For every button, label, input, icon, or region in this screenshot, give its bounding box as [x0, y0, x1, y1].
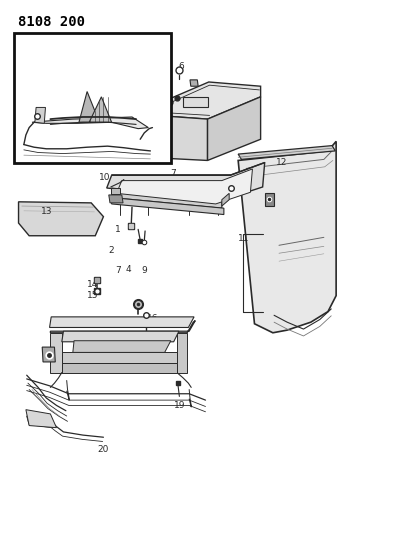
Polygon shape	[112, 198, 224, 215]
Text: 8: 8	[267, 197, 273, 206]
Text: 18: 18	[48, 349, 60, 358]
Polygon shape	[265, 193, 274, 206]
Text: 10: 10	[92, 101, 103, 110]
Polygon shape	[50, 317, 194, 327]
Polygon shape	[62, 363, 177, 373]
Polygon shape	[35, 108, 46, 123]
Text: 6: 6	[37, 105, 43, 114]
Polygon shape	[156, 115, 208, 160]
Polygon shape	[62, 331, 179, 342]
Polygon shape	[112, 188, 222, 208]
Bar	[14, 33, 171, 163]
Text: 16: 16	[147, 314, 158, 323]
Polygon shape	[177, 333, 187, 373]
Polygon shape	[222, 193, 229, 206]
Text: 20: 20	[98, 445, 109, 454]
Polygon shape	[26, 410, 56, 427]
Text: 7: 7	[115, 266, 120, 274]
Polygon shape	[62, 352, 177, 363]
Polygon shape	[109, 195, 123, 203]
Polygon shape	[79, 92, 99, 122]
Text: 8108 200: 8108 200	[18, 14, 85, 29]
Text: 12: 12	[276, 158, 287, 167]
Polygon shape	[111, 188, 120, 195]
Text: 6: 6	[178, 62, 184, 70]
Polygon shape	[190, 80, 198, 86]
Polygon shape	[89, 97, 112, 122]
Text: 10: 10	[99, 173, 110, 182]
Text: 7: 7	[170, 168, 176, 177]
Text: 1: 1	[115, 225, 120, 234]
Text: 9: 9	[141, 266, 147, 274]
Polygon shape	[32, 117, 148, 128]
Polygon shape	[42, 347, 55, 362]
Polygon shape	[107, 163, 265, 200]
Text: 14: 14	[87, 280, 99, 289]
Text: 15: 15	[87, 291, 99, 300]
Polygon shape	[73, 341, 171, 352]
Polygon shape	[238, 141, 336, 333]
Text: 13: 13	[42, 207, 53, 216]
Text: 4: 4	[125, 265, 131, 273]
Polygon shape	[156, 82, 261, 119]
Polygon shape	[18, 202, 104, 236]
Text: 5: 5	[189, 112, 195, 122]
Polygon shape	[238, 146, 335, 159]
Text: 11: 11	[238, 235, 249, 244]
Bar	[183, 97, 208, 108]
Polygon shape	[51, 333, 62, 373]
Text: 2: 2	[108, 246, 113, 255]
Polygon shape	[27, 416, 53, 427]
Text: 3: 3	[92, 119, 97, 128]
Text: 17: 17	[168, 353, 180, 362]
Polygon shape	[116, 169, 252, 204]
Polygon shape	[208, 97, 261, 160]
Polygon shape	[51, 320, 195, 333]
Text: 3: 3	[189, 89, 195, 98]
Text: 19: 19	[173, 401, 185, 410]
